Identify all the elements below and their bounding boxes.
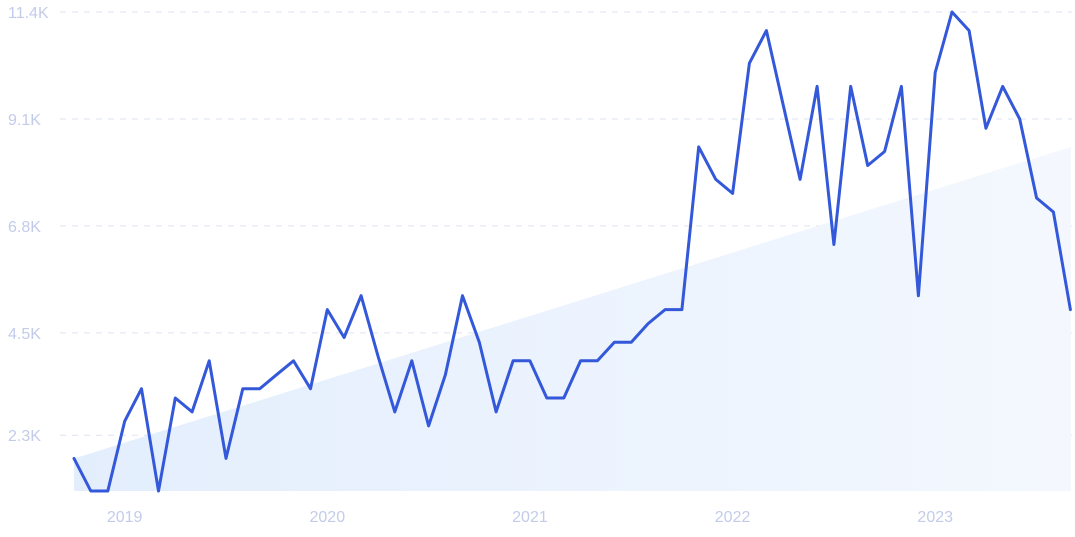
trend-area xyxy=(74,146,1071,491)
y-axis: 11.4K 9.1K 6.8K 4.5K 2.3K xyxy=(8,5,49,445)
x-tick-label-3: 2022 xyxy=(715,509,751,526)
x-tick-label-1: 2020 xyxy=(310,509,346,526)
trend-area-shape xyxy=(74,146,1071,491)
y-tick-label-3: 4.5K xyxy=(8,326,41,343)
series-layer xyxy=(72,10,1072,493)
y-tick-label-4: 2.3K xyxy=(8,428,41,445)
y-tick-label-0: 11.4K xyxy=(8,5,49,22)
y-tick-label-2: 6.8K xyxy=(8,219,41,236)
x-tick-label-0: 2019 xyxy=(107,509,143,526)
x-tick-label-2: 2021 xyxy=(512,509,548,526)
x-tick-label-4: 2023 xyxy=(917,509,953,526)
y-tick-label-1: 9.1K xyxy=(8,112,41,129)
series-line-0 xyxy=(72,10,1072,493)
x-axis: 2019 2020 2021 2022 2023 xyxy=(107,509,953,526)
